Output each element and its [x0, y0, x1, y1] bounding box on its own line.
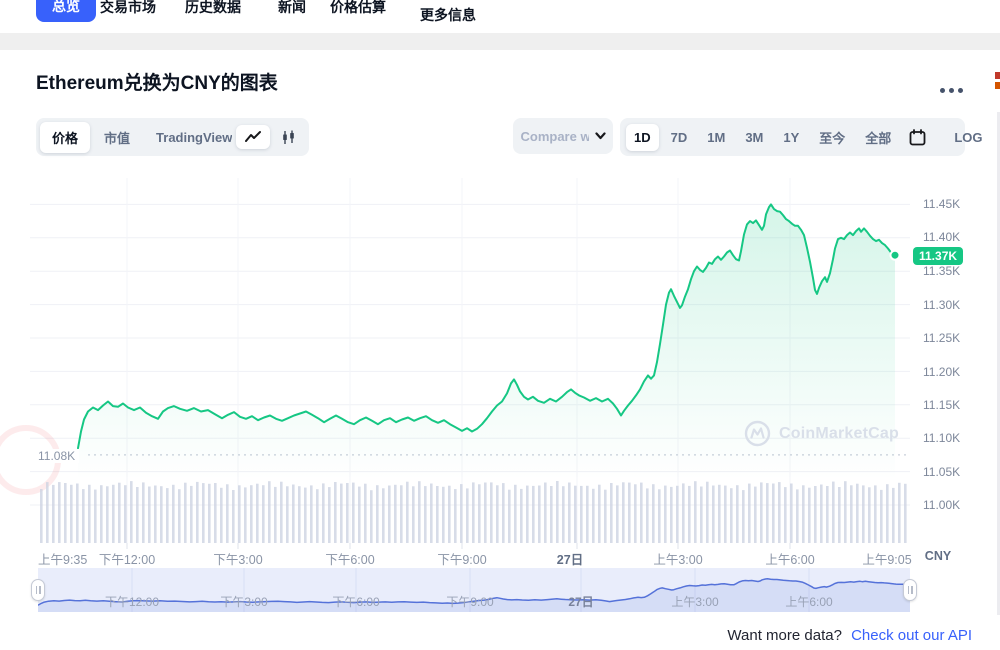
y-axis-tick: 11.30K	[923, 298, 961, 312]
footer-prompt: Want more data?	[727, 627, 842, 644]
y-axis-tick: 11.00K	[923, 498, 961, 512]
y-axis-tick: 11.35K	[923, 264, 961, 278]
market-cap-tab[interactable]: 市值	[92, 122, 142, 153]
chevron-down-icon	[594, 132, 606, 140]
tab-historical-data[interactable]: 历史数据	[185, 0, 241, 15]
candlestick-icon	[283, 130, 294, 144]
navigator-tick: 下午3:00	[220, 595, 268, 609]
dot-icon	[958, 88, 963, 93]
tradingview-tab[interactable]: TradingView	[144, 124, 244, 151]
open-price-label: 11.08K	[38, 449, 80, 463]
navigator-tick: 下午6:00	[332, 595, 380, 609]
watermark-text: CoinMarketCap	[779, 424, 899, 442]
x-axis-tick: 下午6:00	[325, 553, 375, 567]
x-axis-tick: 下午12:00	[98, 553, 156, 567]
current-price-badge: 11.37K	[913, 247, 964, 265]
time-range-selector: 1D 7D 1M 3M 1Y 至今 全部 LOG	[620, 118, 982, 156]
compare-button[interactable]: Compare w	[513, 118, 613, 154]
navigator-tick: 下午12:00	[104, 595, 160, 609]
chart-navigator[interactable]: 下午12:00 下午3:00 下午6:00 下午9:00 27日 上午3:00 …	[31, 568, 917, 612]
compare-label: Compare w	[520, 128, 589, 144]
navigator-tick: 上午3:00	[671, 595, 719, 609]
calendar-button[interactable]	[903, 125, 932, 150]
x-axis-tick: 上午3:00	[653, 553, 703, 567]
dot-icon	[940, 88, 945, 93]
tab-overview[interactable]: 总览	[36, 0, 96, 22]
tab-overview-label: 总览	[52, 0, 80, 14]
footer: Want more data? Check out our API	[727, 627, 972, 644]
price-chart-canvas	[0, 178, 910, 549]
navigator-tick-day: 27日	[568, 595, 594, 609]
y-axis-tick: 11.15K	[923, 398, 961, 412]
range-3m-button[interactable]: 3M	[737, 124, 771, 151]
range-1y-button[interactable]: 1Y	[775, 124, 807, 151]
navigator-canvas	[37, 568, 910, 612]
navigator-tick: 下午9:00	[446, 595, 494, 609]
currency-unit-label: CNY	[924, 549, 952, 563]
x-axis-tick: 上午9:35	[38, 553, 88, 567]
price-chart-area[interactable]: 11.45K 11.40K 11.35K 11.30K 11.25K 11.20…	[0, 160, 1000, 567]
range-1m-button[interactable]: 1M	[699, 124, 733, 151]
y-axis-tick: 11.40K	[923, 230, 961, 244]
tab-markets[interactable]: 交易市场	[100, 0, 156, 15]
line-chart-button[interactable]	[236, 125, 270, 149]
tab-more-info[interactable]: 更多信息	[420, 7, 476, 23]
x-axis-tick-day: 27日	[556, 553, 584, 567]
metric-switch: 价格 市值 TradingView	[36, 118, 249, 156]
candlestick-chart-button[interactable]	[272, 125, 305, 150]
line-chart-icon	[245, 131, 261, 142]
api-link[interactable]: Check out our API	[851, 627, 972, 644]
navigator-tick: 上午6:00	[785, 595, 833, 609]
x-axis-tick: 上午9:05	[862, 553, 912, 567]
log-scale-toggle[interactable]: LOG	[946, 124, 990, 151]
top-tabs: 总览 交易市场 历史数据 新闻 价格估算 更多信息	[0, 0, 1000, 32]
chart-controls: 价格 市值 TradingView Compare w 1D 7D	[0, 118, 1000, 156]
x-axis-tick: 上午6:00	[765, 553, 815, 567]
navigator-left-handle[interactable]	[31, 579, 45, 601]
price-tab[interactable]: 价格	[40, 121, 91, 153]
coinmarketcap-watermark: CoinMarketCap	[744, 420, 899, 447]
tab-news[interactable]: 新闻	[278, 0, 306, 15]
y-axis-tick: 11.20K	[923, 365, 961, 379]
y-axis-tick: 11.10K	[923, 431, 961, 445]
clipped-edge-icon	[995, 72, 1000, 92]
navigator-right-handle[interactable]	[903, 579, 917, 601]
scrollbar-track[interactable]	[997, 112, 1000, 615]
range-all-button[interactable]: 全部	[857, 122, 899, 153]
x-axis-tick: 下午3:00	[213, 553, 263, 567]
range-7d-button[interactable]: 7D	[663, 124, 696, 151]
chart-style-switch	[232, 118, 309, 156]
coinmarketcap-logo-icon	[744, 420, 771, 447]
range-1d-button[interactable]: 1D	[626, 123, 659, 151]
x-axis-tick: 下午9:00	[437, 553, 487, 567]
section-divider-band	[0, 33, 1000, 50]
page-title: Ethereum兑换为CNY的图表	[36, 73, 278, 94]
calendar-icon	[909, 128, 926, 145]
dot-icon	[949, 88, 954, 93]
range-ytd-button[interactable]: 至今	[811, 122, 853, 153]
tab-price-estimate[interactable]: 价格估算	[330, 0, 386, 15]
y-axis-tick: 11.45K	[923, 197, 961, 211]
y-axis-tick: 11.25K	[923, 331, 961, 345]
more-options-button[interactable]	[936, 84, 967, 97]
y-axis-tick: 11.05K	[923, 465, 961, 479]
